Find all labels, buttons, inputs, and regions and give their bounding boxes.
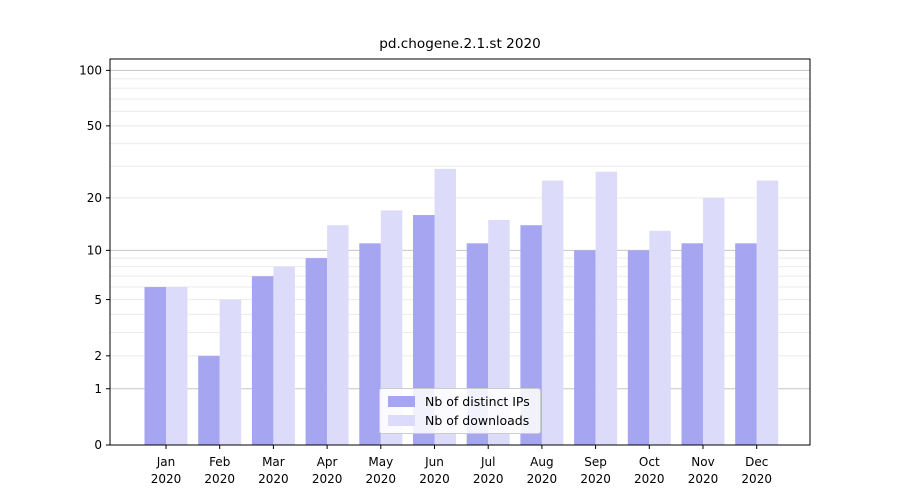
bar-downloads-nov	[703, 197, 725, 445]
x-tick-label-year: 2020	[527, 472, 558, 486]
bar-downloads-jan	[166, 287, 188, 445]
x-tick-label-month: May	[368, 455, 393, 469]
bar-downloads-feb	[219, 299, 242, 445]
legend: Nb of distinct IPs Nb of downloads	[379, 388, 541, 434]
x-tick-label-year: 2020	[580, 472, 611, 486]
bar-downloads-jun	[434, 168, 456, 446]
chart-title: pd.chogene.2.1.st 2020	[379, 36, 541, 52]
bar-downloads-dec	[756, 180, 779, 445]
y-tick-label: 5	[94, 293, 102, 307]
x-tick-label-year: 2020	[366, 472, 397, 486]
y-tick-label: 1	[94, 382, 102, 396]
x-tick-label-month: Aug	[530, 455, 553, 469]
legend-item-downloads: Nb of downloads	[388, 413, 530, 428]
x-tick-label-month: Nov	[691, 455, 714, 469]
x-tick-label-year: 2020	[204, 472, 235, 486]
y-tick-label: 10	[87, 244, 102, 258]
y-tick-label: 20	[87, 191, 102, 205]
legend-swatch-distinct-ips	[388, 396, 415, 407]
y-tick-label: 2	[94, 349, 102, 363]
bar-downloads-aug	[541, 180, 564, 445]
y-tick-label: 50	[87, 119, 102, 133]
x-tick-label-year: 2020	[419, 472, 450, 486]
x-tick-label-year: 2020	[151, 472, 182, 486]
bar-distinct-ips-apr	[305, 258, 328, 445]
bar-downloads-sep	[595, 171, 618, 446]
x-tick-label-month: Jan	[156, 455, 176, 469]
bar-distinct-ips-jan	[144, 287, 166, 445]
plot-frame	[109, 58, 811, 446]
x-tick-label-month: Apr	[317, 455, 338, 469]
bar-distinct-ips-feb	[198, 355, 220, 445]
x-tick-label-year: 2020	[258, 472, 289, 486]
x-tick-label-month: Mar	[262, 455, 285, 469]
x-tick-label-month: Sep	[584, 455, 607, 469]
bar-distinct-ips-dec	[735, 243, 757, 445]
bar-downloads-oct	[649, 230, 671, 445]
legend-item-distinct-ips: Nb of distinct IPs	[388, 394, 530, 409]
legend-label-downloads: Nb of downloads	[425, 413, 530, 428]
bar-downloads-may	[380, 210, 403, 445]
x-tick-label-month: Jun	[424, 455, 444, 469]
bar-distinct-ips-may	[359, 243, 381, 445]
x-tick-label-year: 2020	[312, 472, 343, 486]
y-tick-label: 100	[79, 64, 102, 78]
bar-distinct-ips-mar	[251, 276, 274, 445]
bar-distinct-ips-oct	[627, 250, 650, 445]
x-tick-label-month: Oct	[639, 455, 660, 469]
x-tick-label-year: 2020	[741, 472, 772, 486]
legend-label-distinct-ips: Nb of distinct IPs	[425, 394, 530, 409]
y-tick-label: 0	[94, 438, 102, 452]
x-tick-label-year: 2020	[634, 472, 665, 486]
bar-downloads-mar	[273, 266, 295, 445]
x-tick-label-month: Dec	[745, 455, 768, 469]
bar-downloads-apr	[327, 225, 349, 445]
bar-distinct-ips-jun	[413, 215, 435, 445]
x-tick-label-month: Feb	[209, 455, 230, 469]
bar-distinct-ips-sep	[574, 250, 596, 445]
legend-swatch-downloads	[388, 415, 415, 426]
x-tick-label-year: 2020	[688, 472, 719, 486]
x-tick-label-year: 2020	[473, 472, 504, 486]
x-tick-label-month: Jul	[480, 455, 495, 469]
bar-distinct-ips-nov	[681, 243, 703, 445]
